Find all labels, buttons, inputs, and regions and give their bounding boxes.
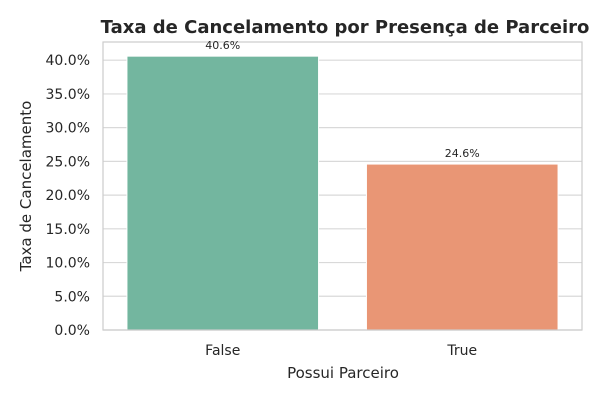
- chart-title: Taxa de Cancelamento por Presença de Par…: [101, 17, 590, 38]
- y-axis-label: Taxa de Cancelamento: [17, 101, 35, 273]
- x-axis-label: Possui Parceiro: [287, 364, 399, 382]
- plot-frame: [102, 41, 583, 331]
- y-tick-label: 10.0%: [46, 256, 90, 272]
- x-tick-label: False: [205, 343, 240, 359]
- y-tick-label: 25.0%: [46, 154, 90, 170]
- data-label: 24.6%: [445, 147, 480, 160]
- y-tick-label: 0.0%: [54, 323, 90, 339]
- bar-false: [126, 55, 320, 331]
- y-tick-label: 20.0%: [46, 188, 90, 204]
- bars: [126, 55, 559, 331]
- y-tick-label: 40.0%: [46, 53, 90, 69]
- data-labels: 40.6% 24.6%: [205, 39, 479, 160]
- data-label: 40.6%: [205, 39, 240, 52]
- y-tick-label: 5.0%: [54, 289, 90, 305]
- y-tick-labels: 0.0% 5.0% 10.0% 15.0% 20.0% 25.0% 30.0% 35.0% 40…: [46, 53, 90, 339]
- x-tick-label: True: [446, 343, 477, 359]
- x-tick-labels: False True: [205, 343, 477, 359]
- y-tick-label: 35.0%: [46, 87, 90, 103]
- bar-true: [365, 163, 559, 331]
- y-tick-label: 30.0%: [46, 121, 90, 137]
- y-tick-label: 15.0%: [46, 222, 90, 238]
